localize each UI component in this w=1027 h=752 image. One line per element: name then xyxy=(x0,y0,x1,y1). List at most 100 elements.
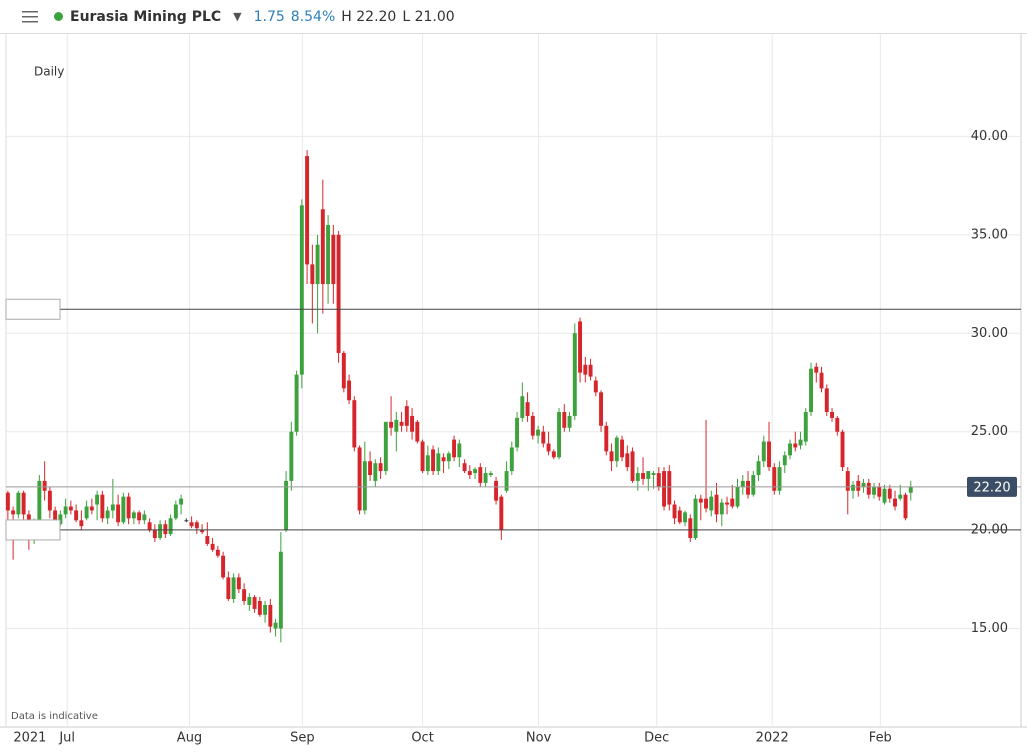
x-tick-label: 2022 xyxy=(756,731,789,746)
candle-body xyxy=(893,498,897,507)
change: 1.75 xyxy=(253,8,285,25)
candle-body xyxy=(273,622,278,629)
candle-body xyxy=(478,467,483,483)
candle-body xyxy=(357,447,362,511)
candle-body xyxy=(625,453,630,468)
x-tick-label: Nov xyxy=(526,731,552,746)
candle-body xyxy=(278,551,283,629)
candle-body xyxy=(735,486,740,507)
candle-body xyxy=(179,498,184,505)
candle-body xyxy=(698,498,703,503)
candle-body xyxy=(861,482,866,487)
candle-body xyxy=(452,439,457,458)
candle-body xyxy=(546,443,551,452)
x-tick-label: Dec xyxy=(644,731,669,746)
x-tick-label: Sep xyxy=(290,731,315,746)
candle-body xyxy=(184,520,189,522)
candle-body xyxy=(903,494,908,519)
candle-body xyxy=(231,577,236,600)
candle-body xyxy=(483,473,488,483)
candle-body xyxy=(525,402,530,416)
candle-body xyxy=(105,510,110,519)
candle-body xyxy=(310,264,315,285)
candle-body xyxy=(751,475,756,495)
candle-body xyxy=(683,512,688,523)
price-label: 22.20 xyxy=(973,480,1010,495)
candle-body xyxy=(866,482,871,495)
candle-body xyxy=(777,467,782,491)
candle-body xyxy=(121,496,126,523)
candle-body xyxy=(662,471,667,507)
candle-body xyxy=(320,209,325,285)
candle-body xyxy=(824,388,829,413)
candle-body xyxy=(515,417,520,448)
candle-body xyxy=(63,506,68,515)
candle-body xyxy=(714,494,719,515)
status-dot xyxy=(54,12,63,21)
candle-body xyxy=(336,234,341,353)
candle-body xyxy=(835,417,840,432)
candle-body xyxy=(257,601,262,615)
menu-icon[interactable] xyxy=(22,10,38,24)
candle-body xyxy=(189,522,194,527)
candle-body xyxy=(908,486,913,493)
candle-body xyxy=(887,488,892,499)
candle-body xyxy=(593,380,598,393)
candle-body xyxy=(462,463,467,472)
candle-body xyxy=(588,364,593,377)
candle-body xyxy=(163,524,168,535)
candle-body xyxy=(740,480,745,487)
candle-body xyxy=(798,439,803,446)
candle-body xyxy=(84,506,89,519)
instrument-name[interactable]: Eurasia Mining PLC xyxy=(70,8,222,25)
candle-body xyxy=(383,421,388,472)
candle-body xyxy=(68,506,73,511)
x-tick-label: Feb xyxy=(869,731,892,746)
candle-body xyxy=(457,443,462,458)
candle-body xyxy=(158,524,163,539)
candle-body xyxy=(467,471,472,476)
candle-body xyxy=(315,244,320,285)
x-tick-label: 2021 xyxy=(13,731,46,746)
candle-body xyxy=(79,520,84,527)
candle-body xyxy=(47,490,52,511)
candle-body xyxy=(147,522,152,531)
candle-body xyxy=(557,412,562,458)
candle-body xyxy=(305,156,310,265)
candle-body xyxy=(583,364,588,375)
candle-body xyxy=(263,604,268,615)
candle-body xyxy=(803,412,808,442)
candle-body xyxy=(725,502,730,505)
price-box xyxy=(5,298,61,320)
candle-body xyxy=(488,473,493,476)
candle-body xyxy=(473,469,478,474)
candle-body xyxy=(761,441,766,462)
candle-body xyxy=(499,496,504,531)
y-tick-label: 25.00 xyxy=(971,424,1008,439)
candle-body xyxy=(116,504,121,523)
candle-body xyxy=(446,453,451,462)
candle-body xyxy=(352,400,357,448)
candle-body xyxy=(656,473,661,487)
x-tick-label: Jul xyxy=(58,731,75,746)
candle-body xyxy=(215,549,220,556)
candle-body xyxy=(11,510,16,515)
candle-body xyxy=(168,518,173,535)
candle-body xyxy=(635,473,640,481)
candle-body xyxy=(530,415,535,436)
y-tick-label: 40.00 xyxy=(971,129,1008,144)
candle-body xyxy=(21,492,26,515)
candle-body xyxy=(341,352,346,389)
dropdown[interactable]: ▼ xyxy=(233,10,242,23)
candle-body xyxy=(37,480,42,523)
candle-body xyxy=(247,597,252,605)
candle-body xyxy=(89,506,94,511)
candle-body xyxy=(173,504,178,519)
candle-body xyxy=(809,368,813,413)
change-pct: 8.54% xyxy=(290,8,336,25)
candle-body xyxy=(126,496,131,519)
candle-body xyxy=(730,498,735,507)
candle-body xyxy=(567,415,572,428)
candle-body xyxy=(709,496,714,511)
candle-body xyxy=(236,577,241,590)
